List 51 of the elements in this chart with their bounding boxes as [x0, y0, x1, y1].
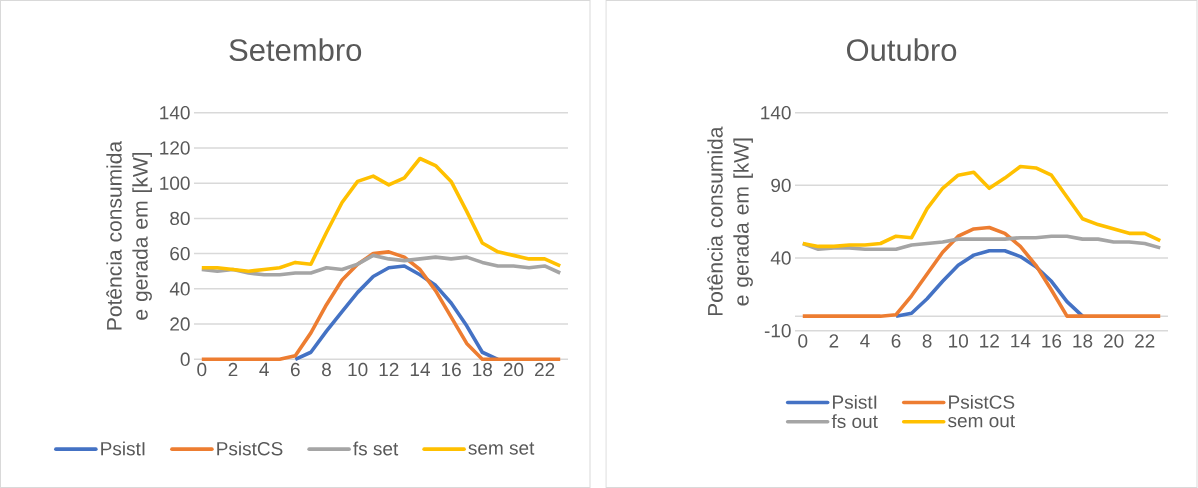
x-tick-label: 10 — [949, 334, 969, 348]
y-tick-label: 90 — [771, 178, 791, 193]
x-tick-label: 20 — [1104, 334, 1124, 348]
x-tick-label: 16 — [442, 362, 461, 377]
y-tick-label: 120 — [160, 141, 190, 155]
line-series — [293, 264, 500, 362]
x-tick-label: 16 — [1042, 334, 1062, 348]
x-tick-label: 0 — [197, 362, 207, 377]
x-tick-label: 8 — [922, 334, 932, 348]
legend-label: PsistI — [101, 441, 145, 456]
legend-label: sem out — [948, 414, 1015, 428]
y-axis-title: Potência consumida e gerada em [kW] — [106, 140, 152, 330]
x-tick-label: 8 — [322, 362, 331, 377]
y-tick-label: 20 — [170, 317, 190, 331]
legend-label: fs set — [353, 441, 399, 456]
y-tick-label: 40 — [770, 251, 791, 265]
y-tick-label: 60 — [170, 246, 190, 261]
legend-label: sem set — [468, 442, 535, 455]
x-tick-label: 12 — [379, 362, 399, 377]
legend-label: PsistI — [833, 394, 877, 409]
x-tick-label: 18 — [1073, 334, 1093, 348]
x-tick-label: 4 — [259, 362, 269, 376]
line-series — [200, 156, 563, 274]
chart-title: Setembro — [229, 38, 362, 62]
x-tick-label: 20 — [503, 362, 524, 377]
x-tick-label: 6 — [290, 362, 300, 377]
x-tick-label: 2 — [829, 334, 839, 348]
x-tick-label: 4 — [860, 334, 870, 348]
x-tick-label: 18 — [473, 362, 493, 377]
y-tick-label: 40 — [169, 282, 190, 296]
y-tick-label: 100 — [160, 176, 190, 190]
line-series — [200, 253, 563, 277]
y-tick-label: -10 — [764, 323, 791, 338]
x-tick-label: 0 — [798, 334, 808, 348]
x-tick-label: 22 — [535, 362, 555, 377]
legend-label: PsistCS — [217, 441, 283, 456]
y-tick-label: 80 — [170, 211, 190, 226]
x-tick-label: 22 — [1135, 334, 1155, 348]
y-tick-label: 140 — [160, 105, 190, 120]
legend-label: fs out — [831, 414, 878, 429]
x-tick-label: 14 — [1011, 334, 1031, 348]
line-series — [894, 248, 1085, 318]
y-tick-label: 140 — [761, 105, 791, 120]
x-tick-label: 12 — [980, 334, 999, 348]
x-tick-label: 2 — [228, 362, 238, 377]
x-tick-label: 6 — [891, 334, 901, 348]
x-tick-label: 10 — [348, 362, 368, 377]
chart-title: Outubro — [846, 38, 957, 62]
x-tick-label: 14 — [410, 362, 430, 376]
legend-label: PsistCS — [949, 394, 1015, 409]
y-axis-title: Potência consumida e gerada em [kW] — [707, 126, 753, 316]
